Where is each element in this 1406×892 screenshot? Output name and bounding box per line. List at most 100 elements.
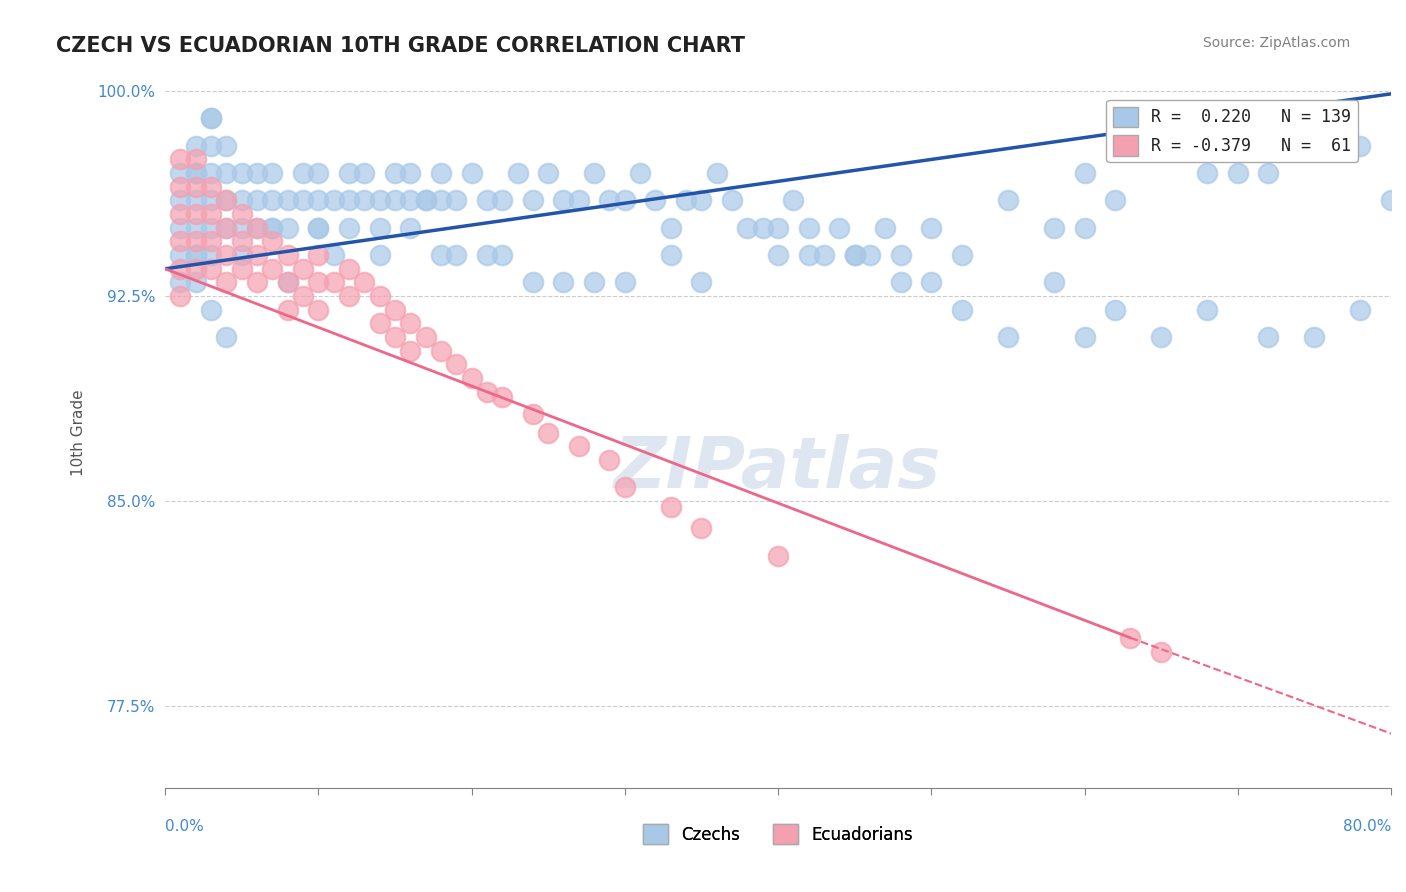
Point bbox=[337, 289, 360, 303]
Point bbox=[384, 166, 406, 180]
Point bbox=[353, 166, 375, 180]
Point bbox=[200, 138, 222, 153]
Point bbox=[568, 194, 591, 208]
Point bbox=[537, 166, 560, 180]
Point bbox=[1379, 194, 1402, 208]
Y-axis label: 10th Grade: 10th Grade bbox=[72, 390, 86, 476]
Point bbox=[277, 276, 299, 290]
Point bbox=[384, 194, 406, 208]
Point bbox=[246, 166, 269, 180]
Point bbox=[537, 425, 560, 440]
Point bbox=[200, 194, 222, 208]
Point bbox=[460, 166, 482, 180]
Legend: Czechs, Ecuadorians: Czechs, Ecuadorians bbox=[636, 817, 920, 851]
Point bbox=[215, 138, 238, 153]
Point bbox=[1303, 330, 1326, 344]
Point bbox=[307, 220, 329, 235]
Point bbox=[1043, 276, 1066, 290]
Point bbox=[200, 112, 222, 126]
Point bbox=[399, 194, 422, 208]
Point bbox=[169, 276, 191, 290]
Point bbox=[184, 235, 207, 249]
Point bbox=[415, 194, 437, 208]
Point bbox=[215, 220, 238, 235]
Point bbox=[322, 248, 344, 262]
Point bbox=[231, 207, 253, 221]
Point bbox=[215, 194, 238, 208]
Point bbox=[184, 207, 207, 221]
Text: CZECH VS ECUADORIAN 10TH GRADE CORRELATION CHART: CZECH VS ECUADORIAN 10TH GRADE CORRELATI… bbox=[56, 36, 745, 55]
Point bbox=[813, 248, 835, 262]
Point bbox=[169, 194, 191, 208]
Point bbox=[277, 248, 299, 262]
Point bbox=[844, 248, 866, 262]
Point bbox=[184, 194, 207, 208]
Point bbox=[430, 166, 453, 180]
Point bbox=[766, 248, 789, 262]
Point bbox=[997, 194, 1019, 208]
Point bbox=[430, 194, 453, 208]
Point bbox=[706, 166, 728, 180]
Point bbox=[920, 220, 942, 235]
Point bbox=[613, 481, 636, 495]
Point bbox=[277, 194, 299, 208]
Point bbox=[169, 248, 191, 262]
Point bbox=[659, 220, 682, 235]
Point bbox=[583, 166, 606, 180]
Point bbox=[675, 194, 697, 208]
Point bbox=[231, 261, 253, 276]
Point bbox=[200, 220, 222, 235]
Point bbox=[215, 248, 238, 262]
Point bbox=[1119, 631, 1142, 645]
Point bbox=[399, 317, 422, 331]
Point bbox=[1197, 166, 1219, 180]
Point bbox=[491, 194, 513, 208]
Point bbox=[1257, 330, 1279, 344]
Point bbox=[1197, 302, 1219, 317]
Point bbox=[444, 248, 467, 262]
Point bbox=[950, 248, 973, 262]
Point bbox=[184, 261, 207, 276]
Point bbox=[1226, 166, 1249, 180]
Point bbox=[246, 194, 269, 208]
Point bbox=[1104, 302, 1126, 317]
Point bbox=[399, 166, 422, 180]
Point bbox=[368, 194, 391, 208]
Point bbox=[444, 358, 467, 372]
Point bbox=[184, 166, 207, 180]
Point bbox=[522, 194, 544, 208]
Point bbox=[169, 261, 191, 276]
Point bbox=[1150, 330, 1173, 344]
Point bbox=[215, 330, 238, 344]
Point bbox=[231, 248, 253, 262]
Point bbox=[169, 166, 191, 180]
Point bbox=[1043, 220, 1066, 235]
Point bbox=[475, 194, 498, 208]
Point bbox=[890, 276, 912, 290]
Point bbox=[231, 166, 253, 180]
Point bbox=[553, 276, 575, 290]
Point bbox=[522, 407, 544, 421]
Text: 0.0%: 0.0% bbox=[165, 819, 204, 834]
Point bbox=[475, 248, 498, 262]
Point bbox=[950, 302, 973, 317]
Point bbox=[277, 302, 299, 317]
Point bbox=[598, 453, 620, 467]
Point bbox=[644, 194, 666, 208]
Point bbox=[307, 166, 329, 180]
Point bbox=[875, 220, 897, 235]
Point bbox=[353, 276, 375, 290]
Point bbox=[368, 248, 391, 262]
Point bbox=[522, 276, 544, 290]
Point bbox=[291, 261, 314, 276]
Point bbox=[307, 194, 329, 208]
Point bbox=[184, 248, 207, 262]
Point bbox=[231, 235, 253, 249]
Point bbox=[262, 166, 284, 180]
Point bbox=[200, 248, 222, 262]
Point bbox=[184, 153, 207, 167]
Point bbox=[200, 207, 222, 221]
Point bbox=[246, 276, 269, 290]
Point bbox=[859, 248, 882, 262]
Point bbox=[721, 194, 744, 208]
